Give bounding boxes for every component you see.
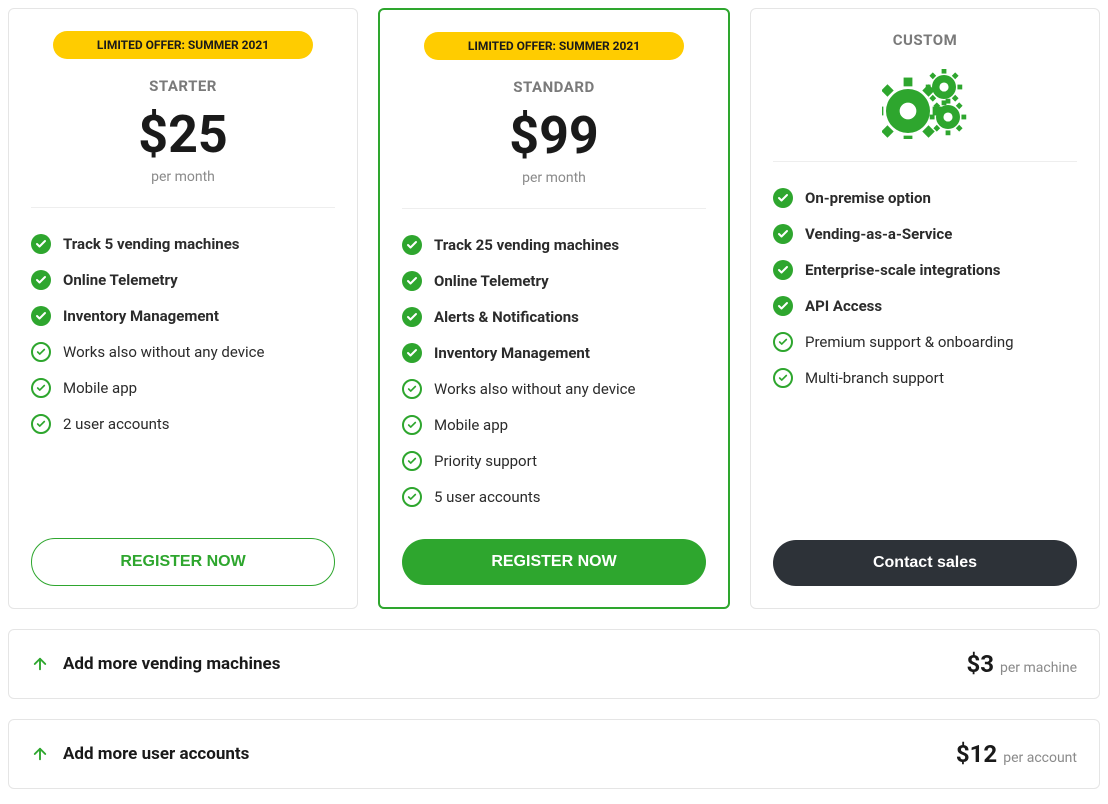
check-outline-icon — [31, 342, 51, 362]
feature-text: Mobile app — [63, 379, 137, 397]
plan-card-starter: LIMITED OFFER: SUMMER 2021 STARTER $25 per … — [8, 8, 358, 609]
addon-unit: per account — [1003, 750, 1077, 766]
feature-item: Priority support — [402, 443, 706, 479]
check-solid-icon — [773, 188, 793, 208]
feature-item: Works also without any device — [31, 334, 335, 370]
feature-text: Works also without any device — [63, 343, 264, 361]
feature-text: On-premise option — [805, 189, 931, 207]
plan-name: CUSTOM — [773, 31, 1077, 49]
feature-text: Mobile app — [434, 416, 508, 434]
arrow-up-icon — [31, 655, 49, 673]
check-solid-icon — [31, 306, 51, 326]
addon-right: $12 per account — [956, 740, 1077, 768]
addon-right: $3 per machine — [966, 650, 1077, 678]
feature-text: Alerts & Notifications — [434, 308, 579, 326]
feature-text: Priority support — [434, 452, 537, 470]
addon-left: Add more vending machines — [31, 654, 280, 674]
check-solid-icon — [402, 271, 422, 291]
check-solid-icon — [773, 224, 793, 244]
check-solid-icon — [773, 260, 793, 280]
feature-item: 2 user accounts — [31, 406, 335, 442]
gears-icon — [882, 69, 968, 139]
separator — [31, 207, 335, 208]
addon-title: Add more vending machines — [63, 654, 280, 674]
feature-item: Mobile app — [402, 407, 706, 443]
feature-text: Vending-as-a-Service — [805, 225, 952, 243]
feature-list: Track 5 vending machines Online Telemetry… — [31, 226, 335, 514]
feature-text: 5 user accounts — [434, 488, 541, 506]
feature-text: Track 25 vending machines — [434, 236, 619, 254]
plan-name: STARTER — [31, 77, 335, 95]
feature-item: 5 user accounts — [402, 479, 706, 515]
check-solid-icon — [31, 270, 51, 290]
plan-name: STANDARD — [402, 78, 706, 96]
check-outline-icon — [402, 415, 422, 435]
check-outline-icon — [773, 332, 793, 352]
check-solid-icon — [402, 235, 422, 255]
feature-item: Inventory Management — [31, 298, 335, 334]
feature-text: Inventory Management — [63, 307, 219, 325]
feature-item: Mobile app — [31, 370, 335, 406]
arrow-up-icon — [31, 745, 49, 763]
check-outline-icon — [402, 451, 422, 471]
feature-text: API Access — [805, 297, 882, 315]
register-now-button[interactable]: REGISTER NOW — [31, 538, 335, 586]
feature-item: Vending-as-a-Service — [773, 216, 1077, 252]
feature-text: Premium support & onboarding — [805, 333, 1014, 351]
offer-badge: LIMITED OFFER: SUMMER 2021 — [53, 31, 313, 59]
feature-item: Online Telemetry — [402, 263, 706, 299]
plan-card-standard: LIMITED OFFER: SUMMER 2021 STANDARD $99 per… — [378, 8, 730, 609]
separator — [773, 161, 1077, 162]
feature-item: Online Telemetry — [31, 262, 335, 298]
addon-card: Add more user accounts $12 per account — [8, 719, 1100, 789]
feature-item: Track 5 vending machines — [31, 226, 335, 262]
feature-list: On-premise option Vending-as-a-Service Ent… — [773, 180, 1077, 516]
separator — [402, 208, 706, 209]
feature-text: Inventory Management — [434, 344, 590, 362]
feature-item: Track 25 vending machines — [402, 227, 706, 263]
feature-item: Inventory Management — [402, 335, 706, 371]
plan-price: $25 — [31, 109, 335, 161]
feature-item: API Access — [773, 288, 1077, 324]
plan-period: per month — [31, 169, 335, 185]
check-solid-icon — [31, 234, 51, 254]
plan-card-custom: CUSTOM On-premise option Vending-as-a-Serv… — [750, 8, 1100, 609]
addon-unit: per machine — [1000, 660, 1077, 676]
feature-item: Enterprise-scale integrations — [773, 252, 1077, 288]
feature-text: 2 user accounts — [63, 415, 170, 433]
check-outline-icon — [31, 414, 51, 434]
feature-list: Track 25 vending machines Online Telemetr… — [402, 227, 706, 515]
addon-price: $12 — [956, 740, 997, 768]
contact-sales-button[interactable]: Contact sales — [773, 540, 1077, 586]
check-outline-icon — [773, 368, 793, 388]
feature-item: Works also without any device — [402, 371, 706, 407]
addon-title: Add more user accounts — [63, 744, 249, 764]
check-outline-icon — [31, 378, 51, 398]
custom-plan-icon — [773, 69, 1077, 143]
feature-text: Online Telemetry — [434, 272, 549, 290]
feature-item: Multi-branch support — [773, 360, 1077, 396]
plan-price: $99 — [402, 110, 706, 162]
feature-item: Alerts & Notifications — [402, 299, 706, 335]
addon-price: $3 — [966, 650, 994, 678]
check-outline-icon — [402, 379, 422, 399]
register-now-button[interactable]: REGISTER NOW — [402, 539, 706, 585]
check-solid-icon — [402, 307, 422, 327]
pricing-grid: LIMITED OFFER: SUMMER 2021 STARTER $25 per … — [8, 8, 1100, 609]
feature-item: Premium support & onboarding — [773, 324, 1077, 360]
addon-left: Add more user accounts — [31, 744, 249, 764]
addon-card: Add more vending machines $3 per machine — [8, 629, 1100, 699]
check-outline-icon — [402, 487, 422, 507]
offer-badge: LIMITED OFFER: SUMMER 2021 — [424, 32, 684, 60]
feature-text: Online Telemetry — [63, 271, 178, 289]
feature-text: Works also without any device — [434, 380, 635, 398]
plan-period: per month — [402, 170, 706, 186]
feature-text: Track 5 vending machines — [63, 235, 240, 253]
check-solid-icon — [773, 296, 793, 316]
feature-text: Multi-branch support — [805, 369, 944, 387]
check-solid-icon — [402, 343, 422, 363]
feature-item: On-premise option — [773, 180, 1077, 216]
feature-text: Enterprise-scale integrations — [805, 261, 1001, 279]
